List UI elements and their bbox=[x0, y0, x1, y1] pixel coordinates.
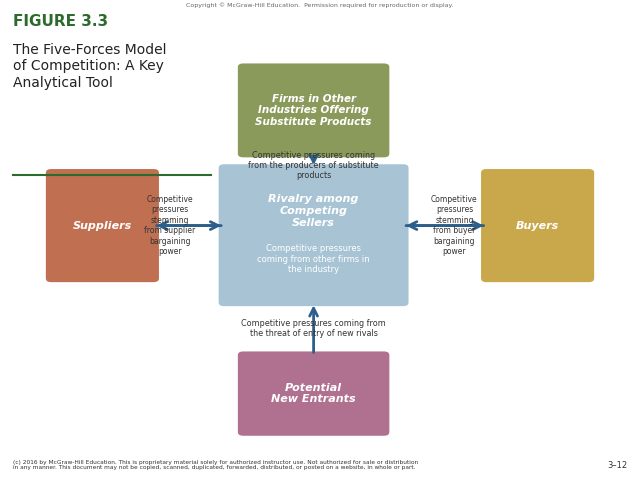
FancyBboxPatch shape bbox=[218, 163, 410, 307]
Text: Potential
New Entrants: Potential New Entrants bbox=[271, 383, 356, 404]
Text: Copyright © McGraw-Hill Education.  Permission required for reproduction or disp: Copyright © McGraw-Hill Education. Permi… bbox=[186, 2, 454, 8]
Text: Competitive pressures coming from
the threat of entry of new rivals: Competitive pressures coming from the th… bbox=[241, 319, 386, 338]
Text: 3–12: 3–12 bbox=[607, 461, 627, 470]
FancyBboxPatch shape bbox=[237, 62, 390, 158]
Text: Buyers: Buyers bbox=[516, 221, 559, 230]
FancyBboxPatch shape bbox=[45, 168, 160, 283]
Text: Suppliers: Suppliers bbox=[73, 221, 132, 230]
Text: Competitive pressures
coming from other firms in
the industry: Competitive pressures coming from other … bbox=[257, 244, 370, 274]
Text: The Five-Forces Model
of Competition: A Key
Analytical Tool: The Five-Forces Model of Competition: A … bbox=[13, 43, 166, 90]
Text: (c) 2016 by McGraw-Hill Education. This is proprietary material solely for autho: (c) 2016 by McGraw-Hill Education. This … bbox=[13, 460, 418, 470]
Text: Competitive pressures coming
from the producers of substitute
products: Competitive pressures coming from the pr… bbox=[248, 151, 379, 180]
Text: Competitive
pressures
stemming
from supplier
bargaining
power: Competitive pressures stemming from supp… bbox=[144, 195, 195, 256]
FancyBboxPatch shape bbox=[480, 168, 595, 283]
Text: Competitive
pressures
stemming
from buyer
bargaining
power: Competitive pressures stemming from buye… bbox=[431, 195, 477, 256]
Text: FIGURE 3.3: FIGURE 3.3 bbox=[13, 14, 108, 29]
Text: Firms in Other
Industries Offering
Substitute Products: Firms in Other Industries Offering Subst… bbox=[255, 94, 372, 127]
Text: Rivalry among
Competing
Sellers: Rivalry among Competing Sellers bbox=[268, 194, 359, 228]
FancyBboxPatch shape bbox=[237, 350, 390, 437]
